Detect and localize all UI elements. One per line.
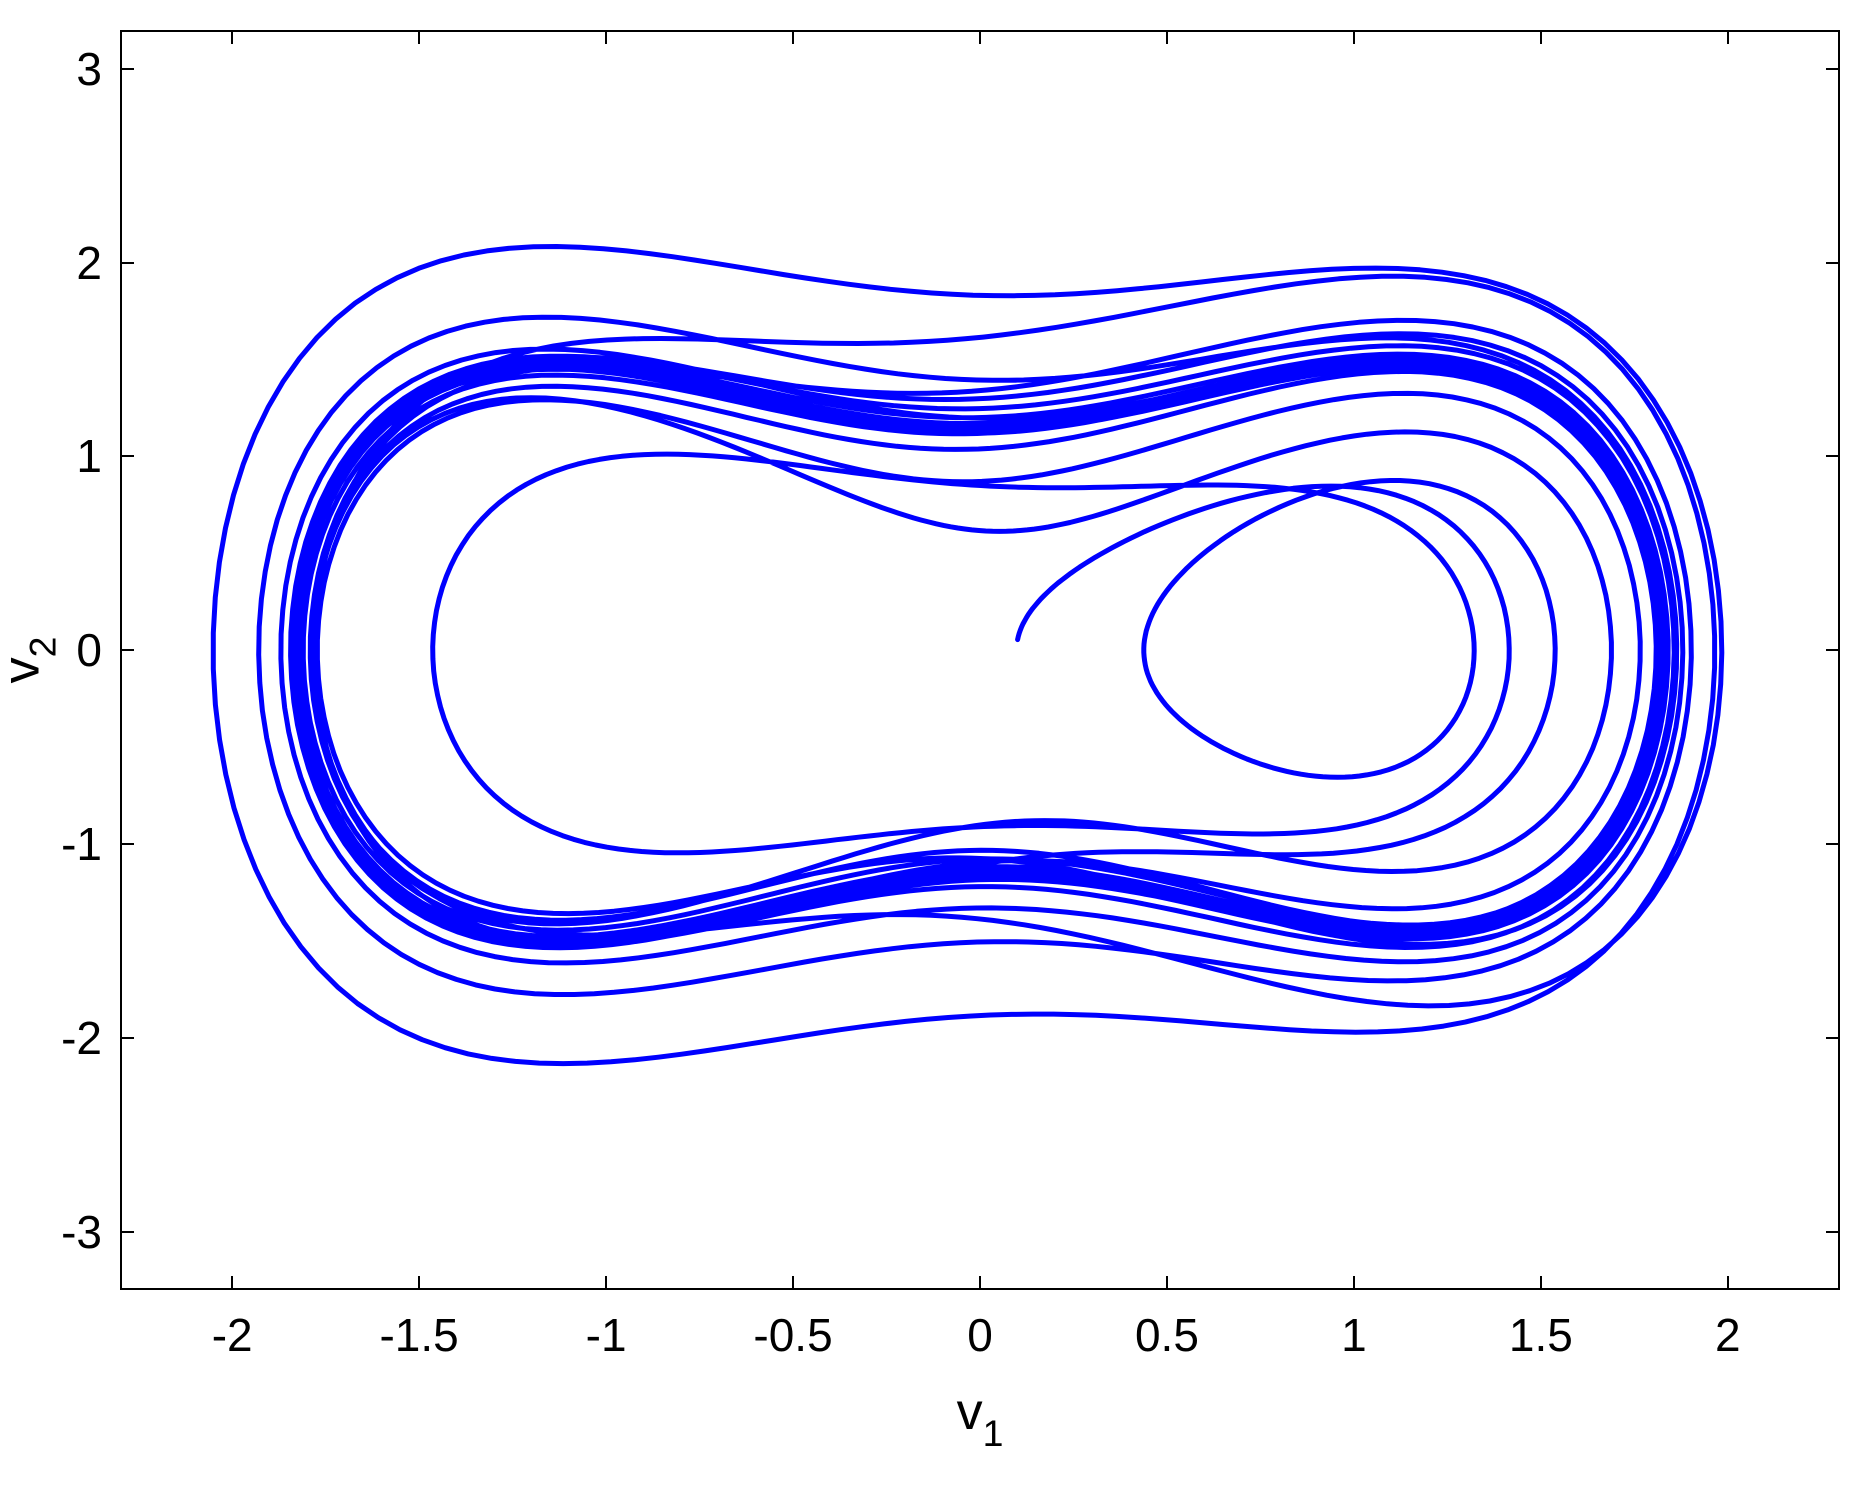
y-tick-mark-right [1826, 1231, 1840, 1233]
y-tick-mark-right [1826, 262, 1840, 264]
phase-portrait-figure: v1 v2 -2-1.5-1-0.500.511.52-3-2-10123 [0, 0, 1864, 1505]
y-tick-label: 3 [76, 42, 102, 96]
y-tick-label: -2 [61, 1011, 102, 1065]
x-tick-mark [1353, 1276, 1355, 1290]
trajectory-line [213, 247, 1722, 1064]
x-tick-label: -2 [212, 1308, 253, 1362]
x-axis-label-sub: 1 [983, 1412, 1004, 1454]
x-tick-mark-top [605, 30, 607, 44]
x-tick-mark [979, 1276, 981, 1290]
x-tick-mark [1166, 1276, 1168, 1290]
x-tick-mark [231, 1276, 233, 1290]
x-tick-label: 0.5 [1135, 1308, 1199, 1362]
x-tick-label: -1.5 [379, 1308, 458, 1362]
plot-area [120, 30, 1840, 1290]
y-tick-mark [120, 455, 134, 457]
y-tick-label: -1 [61, 817, 102, 871]
x-tick-mark-top [1540, 30, 1542, 44]
x-tick-mark-top [792, 30, 794, 44]
x-tick-mark-top [1727, 30, 1729, 44]
y-tick-mark-right [1826, 68, 1840, 70]
x-tick-label: 1 [1341, 1308, 1367, 1362]
y-axis-label-sub: 2 [21, 637, 63, 658]
x-tick-mark-top [979, 30, 981, 44]
x-tick-label: 0 [967, 1308, 993, 1362]
y-tick-label: 2 [76, 236, 102, 290]
x-axis-label-main: v [957, 1383, 983, 1441]
x-tick-mark-top [231, 30, 233, 44]
x-tick-mark [792, 1276, 794, 1290]
y-tick-label: 0 [76, 623, 102, 677]
y-axis-label: v2 [0, 637, 59, 684]
y-tick-mark-right [1826, 649, 1840, 651]
x-tick-mark [418, 1276, 420, 1290]
y-tick-mark-right [1826, 455, 1840, 457]
y-tick-mark-right [1826, 843, 1840, 845]
x-tick-mark [605, 1276, 607, 1290]
x-tick-label: 1.5 [1509, 1308, 1573, 1362]
y-tick-mark [120, 1231, 134, 1233]
x-axis-label: v1 [957, 1382, 1004, 1449]
y-tick-mark [120, 68, 134, 70]
y-tick-mark-right [1826, 1037, 1840, 1039]
y-tick-mark [120, 649, 134, 651]
y-tick-mark [120, 262, 134, 264]
y-axis-label-main: v [0, 657, 50, 683]
x-tick-label: -1 [586, 1308, 627, 1362]
x-tick-label: 2 [1715, 1308, 1741, 1362]
x-tick-mark [1540, 1276, 1542, 1290]
x-tick-mark [1727, 1276, 1729, 1290]
x-tick-mark-top [418, 30, 420, 44]
x-tick-mark-top [1353, 30, 1355, 44]
y-tick-label: 1 [76, 429, 102, 483]
y-tick-mark [120, 843, 134, 845]
x-tick-mark-top [1166, 30, 1168, 44]
x-tick-label: -0.5 [753, 1308, 832, 1362]
y-tick-mark [120, 1037, 134, 1039]
y-tick-label: -3 [61, 1205, 102, 1259]
trajectory-svg [120, 30, 1840, 1290]
